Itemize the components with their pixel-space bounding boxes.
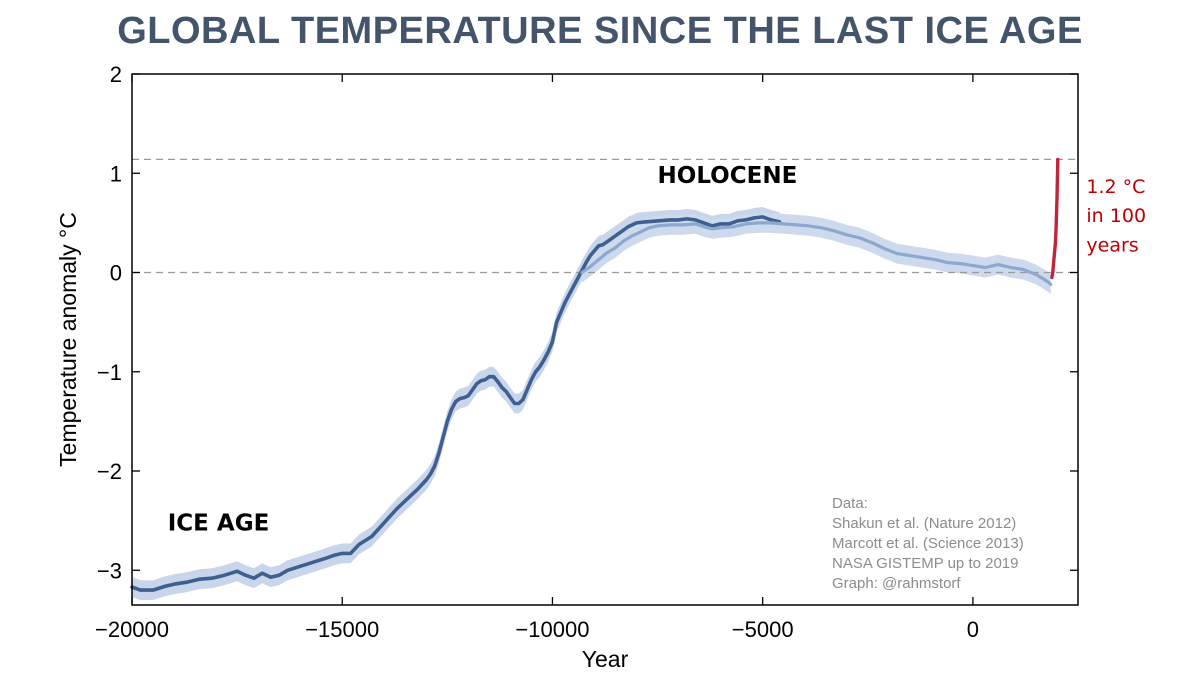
annotation-ice-age: ICE AGE — [168, 511, 270, 537]
credit-marcott: Marcott et al. (Science 2013) — [832, 535, 1024, 552]
reference-lines — [132, 158, 1078, 274]
y-tick-label: 2 — [110, 62, 122, 87]
axis-ticks: −20000 −15000 −10000 −5000 0 −3 −2 −1 0 1 2 — [95, 62, 1078, 642]
series-lines — [130, 157, 1060, 592]
y-tick-label: −3 — [97, 558, 122, 583]
chart-title: GLOBAL TEMPERATURE SINCE THE LAST ICE AG… — [117, 10, 1083, 52]
credit-author: Graph: @rahmstorf — [832, 575, 961, 592]
x-tick-label: −15000 — [305, 617, 379, 642]
credit-shakun: Shakun et al. (Nature 2012) — [832, 515, 1016, 532]
uncertainty-band-1 — [581, 213, 1051, 295]
y-tick-label: −1 — [97, 360, 122, 385]
x-axis-label: Year — [582, 646, 629, 672]
annotation-holocene: HOLOCENE — [658, 163, 798, 189]
annotation-rise-unit: years — [1086, 235, 1138, 257]
x-tick-label: −5000 — [732, 617, 794, 642]
y-tick-label: 1 — [110, 161, 122, 186]
series-line-0 — [130, 215, 782, 592]
credit-heading: Data: — [832, 495, 868, 512]
y-tick-label: −2 — [97, 459, 122, 484]
annotation-rise-period: in 100 — [1086, 205, 1146, 227]
plot-frame — [131, 73, 1079, 606]
y-axis-label: Temperature anomaly °C — [55, 212, 81, 467]
annotation-rise-amount: 1.2 °C — [1086, 176, 1145, 198]
x-tick-label: −10000 — [515, 617, 589, 642]
y-tick-label: 0 — [110, 261, 122, 286]
series-line-2 — [1050, 157, 1060, 280]
credit-gistemp: NASA GISTEMP up to 2019 — [832, 555, 1019, 572]
x-tick-label: 0 — [967, 617, 979, 642]
x-tick-label: −20000 — [95, 617, 169, 642]
series-line-1 — [580, 221, 1053, 286]
